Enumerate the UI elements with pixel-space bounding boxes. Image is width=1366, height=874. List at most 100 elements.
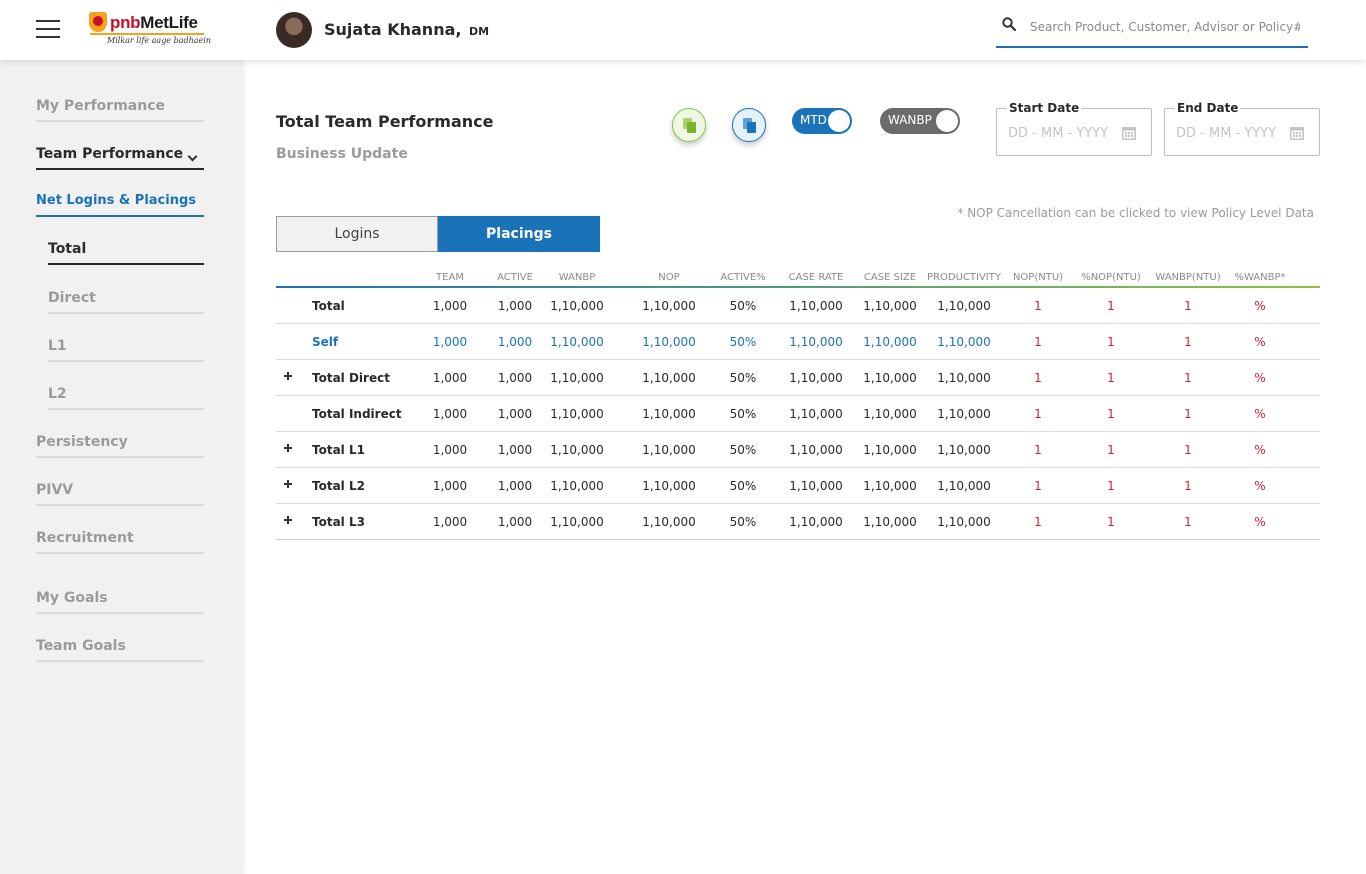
mtd-toggle[interactable]: MTD [792, 108, 852, 134]
sidebar-item-team-performance[interactable]: Team Performance [36, 146, 204, 170]
calendar-icon[interactable] [1121, 125, 1137, 141]
table-cell[interactable]: 1 [1034, 299, 1042, 313]
table-cell: 50% [729, 407, 757, 421]
copy-icon [683, 118, 697, 134]
table-cell: 1 [1107, 443, 1115, 457]
expand-plus-icon[interactable] [284, 516, 292, 524]
sidebar-item-my-goals[interactable]: My Goals [36, 590, 204, 614]
company-logo[interactable]: pnbMetLife Milkar life aage badhaein [89, 12, 211, 48]
column-header: %NOP(NTU) [1081, 272, 1141, 283]
column-header: WANBP [558, 272, 596, 283]
end-date-input[interactable] [1176, 123, 1286, 143]
table-cell: % [1254, 479, 1266, 493]
logo-wordmark: pnbMetLife [110, 13, 198, 32]
sidebar-item-pivv[interactable]: PIVV [36, 482, 204, 506]
user-name-text: Sujata Khanna, [324, 20, 462, 39]
table-cell[interactable]: 1 [1034, 371, 1042, 385]
table-row[interactable]: Total 1,000 1,000 1,10,000 1,10,000 50% 1,10,0… [276, 288, 1320, 324]
column-header: PRODUCTIVITY [927, 272, 1001, 283]
user-avatar[interactable] [276, 12, 312, 48]
toggle-knob [828, 110, 850, 132]
user-role: DM [469, 25, 490, 38]
table-cell: 1,10,000 [937, 515, 991, 529]
table-cell: 1,10,000 [937, 335, 991, 349]
table-cell: 1,000 [432, 335, 468, 349]
row-label: Total Indirect [312, 407, 402, 421]
table-cell[interactable]: 1 [1034, 407, 1042, 421]
table-cell: 1,000 [432, 443, 468, 457]
table-cell: 1,10,000 [937, 371, 991, 385]
hamburger-menu-icon[interactable] [36, 20, 60, 38]
table-cell[interactable]: 1 [1034, 479, 1042, 493]
sidebar-subitem-l2[interactable]: L2 [48, 386, 204, 410]
table-cell: 1 [1184, 443, 1192, 457]
tab-placings[interactable]: Placings [438, 216, 600, 252]
row-label: Self [312, 335, 339, 349]
row-label: Total L2 [312, 479, 365, 493]
sidebar-item-persistency[interactable]: Persistency [36, 434, 204, 458]
table-row[interactable]: Total Indirect 1,000 1,000 1,10,000 1,10,000… [276, 396, 1320, 432]
table-row[interactable]: Total L3 1,000 1,000 1,10,000 1,10,000 50% 1,1… [276, 504, 1320, 540]
table-cell: 1 [1184, 371, 1192, 385]
calendar-icon[interactable] [1289, 125, 1305, 141]
wanbp-toggle[interactable]: WANBP [880, 108, 960, 134]
table-cell[interactable]: 1 [1034, 443, 1042, 457]
column-header: CASE RATE [788, 272, 844, 283]
column-header: NOP(NTU) [1012, 272, 1064, 283]
sidebar-item-recruitment[interactable]: Recruitment [36, 530, 204, 554]
chevron-down-icon [187, 151, 198, 162]
search-input[interactable] [1030, 17, 1300, 37]
table-cell: 1,10,000 [642, 443, 696, 457]
expand-plus-icon[interactable] [284, 444, 292, 452]
expand-plus-icon[interactable] [284, 372, 292, 380]
user-name: Sujata Khanna, DM [324, 20, 489, 39]
table-cell: 1,10,000 [863, 371, 917, 385]
table-cell: 1,10,000 [863, 443, 917, 457]
table-cell: 1,10,000 [937, 479, 991, 493]
end-date-field: End Date [1164, 101, 1320, 156]
table-row[interactable]: Self 1,000 1,000 1,10,000 1,10,000 50% 1,10,00… [276, 324, 1320, 360]
start-date-field: Start Date [996, 101, 1152, 156]
table-cell: 1,000 [497, 443, 533, 457]
table-cell: % [1254, 371, 1266, 385]
logo-underline [90, 33, 204, 35]
table-header: TEAM ACTIVE WANBP NOP ACTIVE% CASE RATE CASE S… [276, 270, 1320, 288]
table-cell: 1,10,000 [550, 371, 604, 385]
table-cell[interactable]: 1 [1034, 515, 1042, 529]
search-icon[interactable] [1002, 17, 1016, 31]
sidebar-subitem-direct[interactable]: Direct [48, 290, 204, 314]
tab-logins[interactable]: Logins [276, 216, 438, 252]
table-row[interactable]: Total L2 1,000 1,000 1,10,000 1,10,000 50% 1,1… [276, 468, 1320, 504]
table-row[interactable]: Total Direct 1,000 1,000 1,10,000 1,10,000 50… [276, 360, 1320, 396]
table-cell: 1 [1184, 335, 1192, 349]
table-cell: % [1254, 407, 1266, 421]
table-row[interactable]: Total L1 1,000 1,000 1,10,000 1,10,000 50% 1,1… [276, 432, 1320, 468]
sidebar-item-label: Team Performance [36, 146, 184, 162]
table-cell: 1,10,000 [863, 299, 917, 313]
table-cell: 1,10,000 [937, 407, 991, 421]
sidebar-item-net-logins-placings[interactable]: Net Logins & Placings [36, 193, 204, 217]
table-cell: 1,10,000 [642, 299, 696, 313]
table-cell: 1,000 [432, 515, 468, 529]
table-cell: 1,000 [497, 371, 533, 385]
sidebar-subitem-total[interactable]: Total [48, 241, 204, 265]
table-cell: 1,10,000 [863, 515, 917, 529]
table-cell: 1,000 [432, 371, 468, 385]
table-cell: 1,10,000 [789, 335, 843, 349]
expand-plus-icon[interactable] [284, 480, 292, 488]
table-cell: 1 [1107, 371, 1115, 385]
column-header: %WANBP* [1234, 272, 1286, 283]
sidebar-subitem-l1[interactable]: L1 [48, 338, 204, 362]
column-header: ACTIVE [497, 272, 533, 283]
tab-group: Logins Placings [276, 216, 600, 252]
table-cell[interactable]: 1 [1034, 335, 1042, 349]
start-date-input[interactable] [1008, 123, 1118, 143]
sidebar-item-team-goals[interactable]: Team Goals [36, 638, 204, 662]
sidebar-item-my-performance[interactable]: My Performance [36, 98, 204, 122]
table-cell: 1 [1107, 299, 1115, 313]
sidebar: My Performance Team Performance Net Logi… [0, 60, 243, 874]
table-cell: 1,10,000 [789, 443, 843, 457]
copy-button-blue[interactable] [732, 108, 766, 142]
table-cell: 1,10,000 [863, 479, 917, 493]
copy-button-green[interactable] [672, 108, 706, 142]
